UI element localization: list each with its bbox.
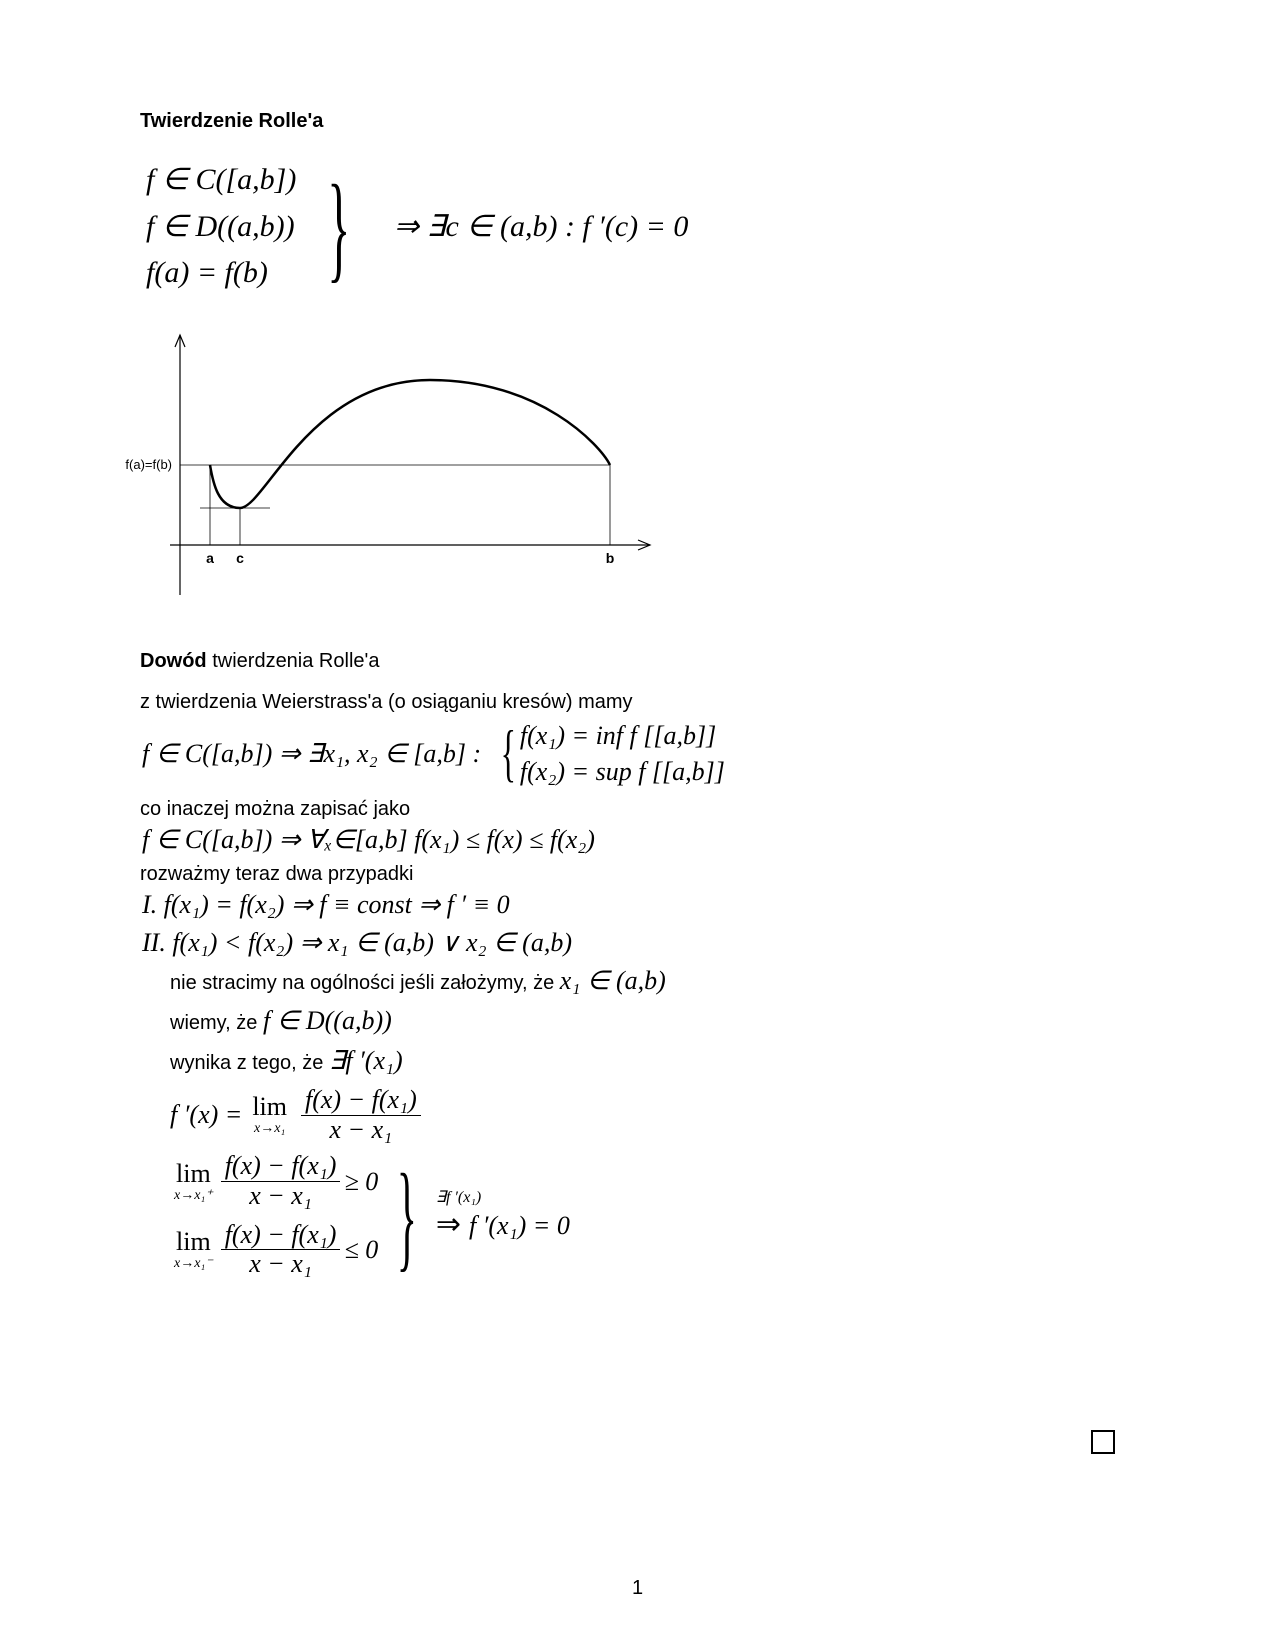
weier-cases: { f(x₁) = inf f [[a,b]] f(x₂) = sup f [[… (493, 718, 725, 791)
right-brace: } (328, 191, 351, 263)
sub1-text: nie stracimy na ogólności jeśli założymy… (170, 972, 560, 994)
sub2-text: wiemy, że (170, 1012, 263, 1034)
exist-label: ∃f ′(x₁) (436, 1188, 481, 1207)
lim-left: lim x→x₁⁻ f(x) − f(x₁) x − x₁ ≤ 0 (170, 1221, 378, 1279)
final-eq: f ′(x₁) = 0 (469, 1210, 570, 1241)
deriv-den: x − x₁ (326, 1116, 397, 1145)
conclusion: ⇒ ∃c ∈ (a,b) : f ′(c) = 0 (394, 209, 688, 244)
weier-case-2: f(x₂) = sup f [[a,b]] (520, 754, 725, 790)
sub2-math: f ∈ D((a,b)) (263, 1006, 392, 1035)
page: Twierdzenie Rolle'a f ∈ C([a,b]) f ∈ D((… (0, 0, 1275, 1650)
theorem-title: Twierdzenie Rolle'a (140, 110, 1135, 133)
weierstrass-line: f ∈ C([a,b]) ⇒ ∃x₁, x₂ ∈ [a,b] : { f(x₁)… (142, 718, 1135, 791)
deriv-lhs: f ′(x) = (170, 1100, 242, 1130)
sub-3: wynika z tego, że ∃f ′(x₁) (170, 1046, 1135, 1076)
derivative-def: f ′(x) = lim x→x₁ f(x) − f(x₁) x − x₁ (170, 1086, 1135, 1144)
case-2: II. f(x₁) < f(x₂) ⇒ x₁ ∈ (a,b) ∨ x₂ ∈ (a… (142, 928, 1135, 958)
one-sided-limits: lim x→x₁⁺ f(x) − f(x₁) x − x₁ ≥ 0 lim x→… (170, 1152, 1135, 1278)
case-1: I. f(x₁) = f(x₂) ⇒ f ≡ const ⇒ f ′ ≡ 0 (142, 890, 1135, 920)
limL-num: f(x) − f(x₁) (221, 1221, 341, 1250)
weier-left: f ∈ C([a,b]) ⇒ ∃x₁, x₂ ∈ [a,b] : (142, 739, 481, 769)
proof-line-3: rozważmy teraz dwa przypadki (140, 863, 1135, 886)
lim-generic: lim x→x₁ (252, 1094, 287, 1136)
limL-den: x − x₁ (245, 1250, 316, 1279)
hyp-2: f ∈ D((a,b)) (146, 204, 296, 251)
proof-line-1: z twierdzenia Weierstrass'a (o osiąganiu… (140, 691, 1135, 714)
graph-svg: f(a)=f(b) a c b (110, 325, 670, 605)
limR-num: f(x) − f(x₁) (221, 1152, 341, 1181)
qed-box (1091, 1430, 1115, 1454)
sub-2: wiemy, że f ∈ D((a,b)) (170, 1006, 1135, 1036)
rolle-graph: f(a)=f(b) a c b (110, 325, 1135, 610)
final-arrow: ⇒ (436, 1207, 461, 1243)
hyp-3: f(a) = f(b) (146, 250, 296, 297)
svg-text:c: c (236, 550, 244, 566)
proof-line-2: co inaczej można zapisać jako (140, 798, 1135, 821)
theorem-statement: f ∈ C([a,b]) f ∈ D((a,b)) f(a) = f(b) } … (146, 157, 1135, 297)
limL-sub: x→x₁⁻ (174, 1257, 213, 1271)
lim-right: lim x→x₁⁺ f(x) − f(x₁) x − x₁ ≥ 0 (170, 1152, 378, 1210)
limL-rel: ≤ 0 (344, 1235, 378, 1265)
svg-text:a: a (206, 550, 214, 566)
lim-sub: x→x₁ (254, 1122, 285, 1136)
sub3-text: wynika z tego, że (170, 1052, 329, 1074)
proof-heading: Dowód twierdzenia Rolle'a (140, 650, 1135, 673)
page-number: 1 (0, 1577, 1275, 1600)
svg-text:f(a)=f(b): f(a)=f(b) (125, 457, 172, 472)
deriv-num: f(x) − f(x₁) (301, 1086, 421, 1115)
proof-heading-rest: twierdzenia Rolle'a (207, 650, 380, 672)
sub-1: nie stracimy na ogólności jeśli założymy… (170, 966, 1135, 996)
hyp-1: f ∈ C([a,b]) (146, 157, 296, 204)
big-right-brace: } (397, 1183, 417, 1249)
deriv-frac: f(x) − f(x₁) x − x₁ (301, 1086, 421, 1144)
sub1-math: x₁ ∈ (a,b) (560, 966, 666, 995)
ineq-line: f ∈ C([a,b]) ⇒ ∀ₓ∈[a,b] f(x₁) ≤ f(x) ≤ f… (142, 825, 1135, 855)
weier-case-1: f(x₁) = inf f [[a,b]] (520, 718, 725, 754)
limR-den: x − x₁ (245, 1182, 316, 1211)
limR-rel: ≥ 0 (344, 1167, 378, 1197)
limR-sub: x→x₁⁺ (174, 1189, 213, 1203)
proof-heading-bold: Dowód (140, 650, 207, 672)
left-brace-icon: { (501, 731, 516, 776)
sub3-math: ∃f ′(x₁) (329, 1046, 403, 1075)
hypotheses: f ∈ C([a,b]) f ∈ D((a,b)) f(a) = f(b) (146, 157, 296, 297)
svg-text:b: b (606, 550, 615, 566)
